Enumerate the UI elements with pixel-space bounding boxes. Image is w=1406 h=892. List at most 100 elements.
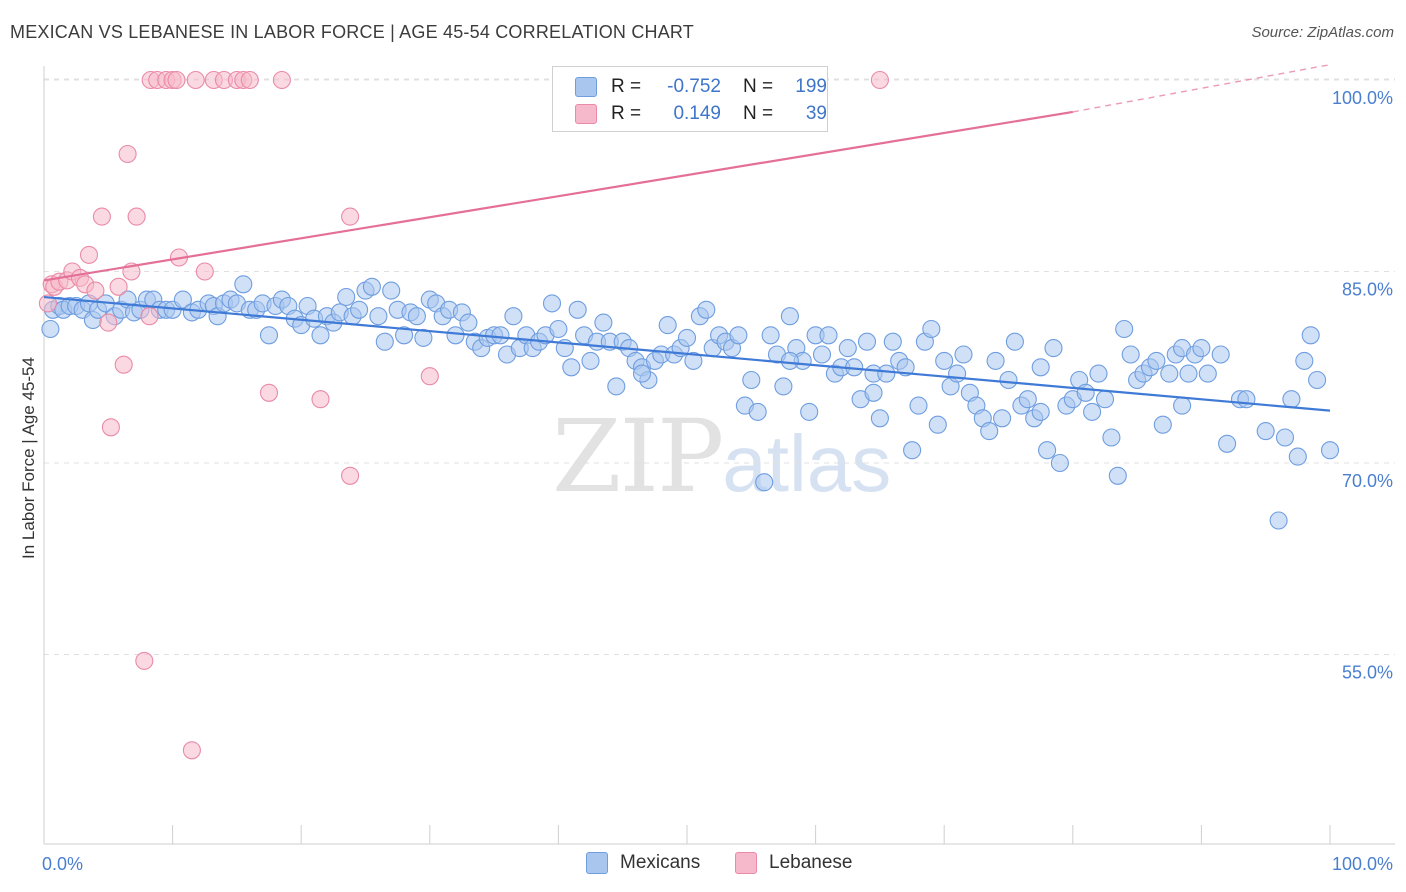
data-point [1018,390,1037,409]
data-point [99,313,118,332]
data-point [38,294,57,313]
data-point [407,307,426,326]
data-point [195,262,214,281]
data-point [812,345,832,364]
data-point [375,332,394,351]
data-point [140,307,159,326]
series-legend: Mexicans Lebanese [0,852,1406,878]
data-point [935,351,954,370]
data-point [761,326,780,345]
legend-item-mexicans[interactable]: Mexicans [586,852,700,874]
axes [43,66,1395,845]
data-point [350,300,369,319]
data-point [118,144,137,164]
data-point [684,351,703,370]
legend-swatch-mexicans [575,77,597,97]
data-point [41,319,60,339]
data-point [1038,441,1057,460]
data-point [259,326,279,345]
data-point [986,351,1005,370]
data-point [1256,422,1275,441]
data-point [1320,441,1340,460]
legend-label-mexicans: Mexicans [620,852,701,873]
data-point [1198,364,1217,383]
data-point [1295,351,1314,370]
data-point [909,396,928,415]
data-point [658,316,677,335]
data-point [1121,345,1140,364]
data-point [1044,339,1063,358]
data-point [1237,390,1256,409]
data-point [780,351,799,370]
data-point [922,319,941,339]
data-point [240,70,259,90]
data-point [1308,370,1327,390]
data-point [362,277,381,296]
data-point [311,390,330,409]
x-tick-label: 100.0% [1332,854,1393,874]
data-points [38,70,1340,760]
data-point [1269,511,1288,530]
data-point [1108,466,1127,485]
data-point [311,326,330,345]
data-point [999,370,1018,390]
legend-item-lebanese[interactable]: Lebanese [735,852,852,874]
data-point [1275,428,1295,447]
data-point [993,409,1012,428]
data-point [870,409,889,428]
data-point [491,326,510,345]
correlation-legend: R = -0.752 N = 199 R = 0.149 N = 39 [552,66,828,132]
data-point [780,307,799,326]
data-point [1301,326,1320,345]
watermark-zip: ZIP [552,398,724,515]
y-tick-label: 55.0% [1342,663,1393,683]
data-point [337,287,356,307]
data-point [800,402,819,421]
y-tick-label: 85.0% [1342,280,1393,300]
data-point [1147,351,1166,370]
data-point [182,741,201,760]
data-point [774,377,793,396]
zipatlas-watermark: ZIPatlas [552,398,891,515]
data-point [581,351,600,370]
data-point [167,70,186,90]
chart-title: MEXICAN VS LEBANESE IN LABOR FORCE | AGE… [10,22,694,42]
data-point [114,355,133,374]
data-point [272,70,291,90]
series-lebanese [38,70,889,760]
data-point [79,245,99,264]
legend-swatch-lebanese [575,104,597,124]
data-point [1160,364,1179,383]
data-point [748,402,767,421]
data-point [877,364,896,383]
legend-n-value: 199 [795,76,827,97]
data-point [1095,390,1115,409]
data-point [186,70,205,90]
data-point [1173,396,1192,415]
source-credit: Source: ZipAtlas.com [1251,24,1394,41]
legend-r-label: R = [611,76,642,97]
data-point [980,422,999,441]
legend-n-label: N = [743,103,774,124]
legend-row-mexicans: R = -0.752 N = 199 [575,74,827,100]
data-point [395,326,414,345]
trend-extension-lebanese [1072,63,1331,113]
y-tick-label: 100.0% [1332,88,1393,108]
data-point [504,307,523,326]
data-point [1102,428,1121,447]
data-point [928,415,947,434]
data-point [1089,364,1108,383]
data-point [1031,402,1050,421]
data-point [382,281,401,300]
data-point [127,207,146,226]
data-point [1192,339,1211,358]
legend-label-lebanese: Lebanese [769,852,853,873]
legend-r-label: R = [611,103,642,124]
data-point [1083,402,1102,421]
data-point [420,367,439,386]
data-point [86,281,105,300]
legend-row-lebanese: R = 0.149 N = 39 [575,101,827,127]
data-point [594,313,613,332]
data-point [1076,383,1095,402]
legend-swatch-mexicans [586,852,608,874]
